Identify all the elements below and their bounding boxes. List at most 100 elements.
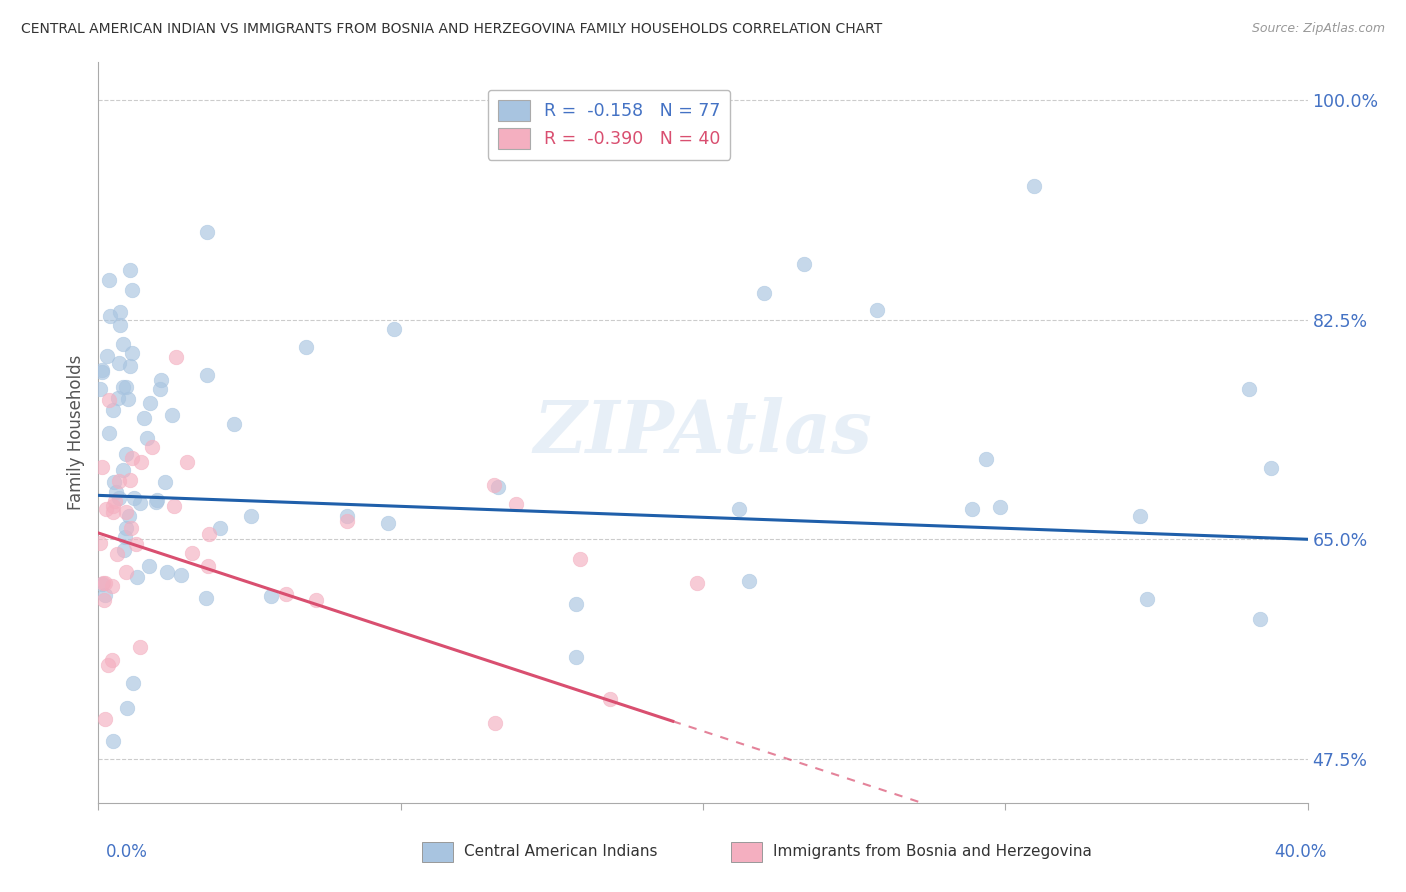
Point xyxy=(960,502,983,516)
Point xyxy=(121,283,143,297)
Point xyxy=(197,368,219,382)
Point xyxy=(163,500,186,514)
Point xyxy=(117,392,139,406)
Point xyxy=(114,380,136,394)
Point xyxy=(195,225,218,239)
Point xyxy=(181,546,204,560)
Point xyxy=(111,337,134,351)
Point xyxy=(94,712,117,726)
Point xyxy=(100,653,122,667)
Text: ZIPAtlas: ZIPAtlas xyxy=(534,397,872,468)
Point xyxy=(98,273,121,287)
Point xyxy=(115,521,138,535)
Point xyxy=(128,640,150,654)
Point xyxy=(101,402,124,417)
Point xyxy=(149,382,172,396)
Point xyxy=(162,408,184,422)
Point xyxy=(136,431,159,445)
Point xyxy=(93,592,115,607)
Point xyxy=(224,417,246,432)
Point xyxy=(118,263,141,277)
Point xyxy=(165,351,187,365)
Point xyxy=(90,363,112,377)
Point xyxy=(974,452,997,467)
Point xyxy=(865,302,887,317)
Point xyxy=(377,516,399,530)
Point xyxy=(96,501,118,516)
Point xyxy=(484,716,506,731)
Point xyxy=(240,508,263,523)
Point xyxy=(129,455,152,469)
Point xyxy=(101,505,124,519)
Point xyxy=(198,526,221,541)
Text: 0.0%: 0.0% xyxy=(105,843,148,861)
Point xyxy=(565,598,588,612)
Point xyxy=(90,365,112,379)
Text: Central American Indians: Central American Indians xyxy=(464,845,658,859)
Point xyxy=(793,257,815,271)
Point xyxy=(1249,612,1271,626)
Text: Immigrants from Bosnia and Herzegovina: Immigrants from Bosnia and Herzegovina xyxy=(773,845,1092,859)
Text: CENTRAL AMERICAN INDIAN VS IMMIGRANTS FROM BOSNIA AND HERZEGOVINA FAMILY HOUSEHO: CENTRAL AMERICAN INDIAN VS IMMIGRANTS FR… xyxy=(21,22,883,37)
Text: Source: ZipAtlas.com: Source: ZipAtlas.com xyxy=(1251,22,1385,36)
Point xyxy=(197,558,219,573)
Point xyxy=(97,393,120,408)
Point xyxy=(274,587,297,601)
Legend: R =  -0.158   N = 77, R =  -0.390   N = 40: R = -0.158 N = 77, R = -0.390 N = 40 xyxy=(488,89,730,160)
Point xyxy=(125,537,148,551)
Point xyxy=(103,475,125,490)
Point xyxy=(125,570,148,584)
Point xyxy=(104,493,127,508)
Point xyxy=(336,508,359,523)
Point xyxy=(108,474,131,488)
Point xyxy=(101,579,124,593)
Point xyxy=(482,478,505,492)
Point xyxy=(121,451,143,466)
Point xyxy=(114,565,136,579)
Point xyxy=(89,536,111,550)
Point xyxy=(94,588,117,602)
Point xyxy=(138,558,160,573)
Point xyxy=(94,576,117,591)
Point xyxy=(599,691,621,706)
Point xyxy=(145,495,167,509)
Point xyxy=(132,410,155,425)
Point xyxy=(686,576,709,591)
Point xyxy=(569,552,592,566)
Point xyxy=(1129,509,1152,524)
Point xyxy=(108,318,131,332)
Point xyxy=(728,502,751,516)
Point xyxy=(114,447,136,461)
Point xyxy=(156,565,179,579)
Point xyxy=(118,508,141,523)
Point xyxy=(486,479,509,493)
Point xyxy=(90,460,112,475)
Point xyxy=(107,391,129,405)
Point xyxy=(108,305,131,319)
Point xyxy=(91,577,114,591)
Point xyxy=(153,475,176,489)
Point xyxy=(91,576,114,591)
Point xyxy=(565,650,588,665)
Point xyxy=(738,574,761,588)
Point xyxy=(122,676,145,690)
Point xyxy=(118,359,141,373)
Point xyxy=(121,345,143,359)
Point xyxy=(129,496,152,510)
Point xyxy=(150,373,173,387)
Point xyxy=(1260,460,1282,475)
Point xyxy=(170,568,193,582)
Point xyxy=(141,440,163,454)
Point xyxy=(104,485,127,500)
Point xyxy=(176,455,198,469)
Point xyxy=(1136,591,1159,606)
Point xyxy=(120,521,142,535)
Point xyxy=(112,379,135,393)
Point xyxy=(208,521,231,535)
Point xyxy=(101,499,124,513)
Point xyxy=(382,321,405,335)
Point xyxy=(111,463,134,477)
Point xyxy=(97,426,120,441)
Point xyxy=(115,701,138,715)
Point xyxy=(112,543,135,558)
